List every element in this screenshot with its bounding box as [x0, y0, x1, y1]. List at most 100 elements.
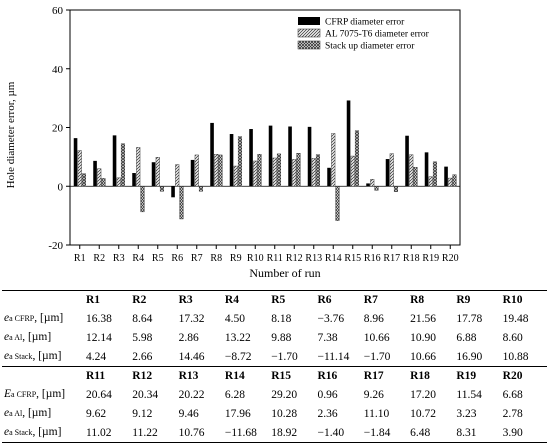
x-axis-label: Number of run	[249, 266, 320, 280]
table-header-cell: R17	[361, 366, 409, 385]
bar-r7-series-2	[194, 154, 199, 187]
table-header-cell: R13	[176, 366, 223, 385]
bar-r2-series-2	[97, 168, 102, 187]
bar-r17-series-1	[385, 159, 390, 187]
table-header-cell: R7	[361, 290, 409, 309]
row-label: ea CFRP, [µm]	[4, 312, 64, 324]
table-cell: 20.64	[86, 388, 112, 401]
table-corner	[2, 290, 84, 309]
table-cell: 10.90	[410, 331, 436, 344]
row-label: ea Stack, [µm]	[4, 350, 62, 362]
bar-r10-series-2	[253, 160, 258, 187]
table-cell: 18.92	[269, 423, 316, 443]
y-tick-label: -20	[48, 240, 63, 252]
table-cell: −1.70	[363, 350, 391, 363]
bar-r15-series-2	[350, 155, 355, 187]
bar-r11-series-2	[272, 157, 277, 187]
table-cell: 17.78	[456, 312, 483, 325]
table-cell: −1.70	[271, 350, 298, 363]
bar-r8-series-2	[214, 154, 219, 187]
table-header-cell: R2	[130, 290, 177, 309]
legend-label-3: Stack up diameter error	[325, 42, 415, 52]
bars-group	[73, 100, 457, 221]
x-tick-label: R18	[403, 253, 420, 264]
table-cell: 9.46	[178, 407, 199, 420]
bar-r17-series-3	[393, 186, 398, 192]
bar-r6-series-2	[175, 164, 180, 187]
legend-swatch-3	[297, 40, 321, 50]
table-cell: 13.22	[224, 331, 251, 344]
bar-r12-series-3	[296, 153, 301, 187]
table-cell: 8.60	[502, 331, 523, 344]
table-cell: 7.38	[317, 331, 338, 344]
table-cell: 17.32	[178, 312, 205, 325]
table-cell: −11.14	[317, 350, 350, 363]
table-cell: −11.68	[222, 423, 270, 443]
table-row: ea Stack, [µm] 4.24 2.66 14.46 −8.72 −1.70 −11…	[2, 347, 547, 367]
bar-r14-series-2	[331, 133, 336, 187]
x-tick-label: R8	[210, 253, 222, 264]
bar-r18-series-1	[405, 135, 409, 187]
table-header-cell: R4	[222, 290, 270, 309]
bar-r5-series-3	[159, 186, 164, 192]
table-cell: 8.18	[271, 312, 292, 325]
table-row: Ea CFRP, [µm] 20.64 20.34 20.22 6.28 29.20 0.9…	[2, 385, 547, 404]
legend-label-1: CFRP diameter error	[325, 18, 405, 28]
table-cell: 4.24	[86, 350, 107, 363]
bar-r14-series-3	[335, 186, 340, 221]
table-cell: 12.14	[86, 331, 112, 344]
table-cell: 9.26	[363, 388, 384, 401]
table-cell: 11.22	[130, 423, 177, 443]
x-tick-label: R2	[93, 253, 105, 264]
x-axis: R1 R2 R3 R4 R5 R6 R7 R8 R9 R10 R11 R12 R13 R14 R15 R16 R…	[74, 245, 459, 264]
bar-r9-series-3	[237, 136, 242, 187]
y-tick-label: 20	[52, 123, 64, 135]
table-header-cell: R18	[408, 366, 455, 385]
x-tick-label: R14	[325, 253, 342, 264]
table-cell: 9.12	[132, 407, 153, 420]
x-tick-label: R20	[442, 253, 459, 264]
row-label: ea Stack, [µm]	[2, 423, 84, 443]
bar-r19-series-3	[432, 161, 437, 187]
table-cell: 14.46	[178, 350, 205, 363]
bar-r9-series-2	[233, 165, 238, 187]
bar-r19-series-2	[428, 176, 433, 187]
table-cell: 11.54	[456, 388, 482, 401]
table-cell: 10.88	[502, 350, 529, 363]
bar-r7-series-1	[190, 159, 195, 187]
bar-r6-series-3	[179, 186, 184, 220]
table-cell: 2.36	[317, 407, 338, 420]
table-cell: 4.50	[224, 312, 246, 325]
legend-label-2: AL 7075-T6 diameter error	[325, 30, 430, 40]
table-cell: 16.38	[86, 312, 112, 325]
table-cell: 16.90	[456, 350, 483, 363]
table-header-cell: R15	[269, 366, 316, 385]
table-cell: 20.22	[178, 388, 205, 401]
bar-r13-series-2	[311, 158, 316, 187]
row-label: Ea CFRP, [µm]	[4, 388, 66, 400]
table-cell: 2.78	[502, 407, 523, 420]
table-row: ea Al, [µm] 12.14 5.98 2.86 13.22 9.88 7.38 10.…	[2, 328, 547, 347]
bar-r20-series-2	[448, 177, 453, 187]
x-tick-label: R16	[364, 253, 381, 264]
bar-r8-series-3	[218, 154, 223, 187]
x-tick-label: R1	[74, 253, 86, 264]
table-header-cell: R1	[84, 290, 131, 309]
legend: CFRP diameter error AL 7075-T6 diameter e…	[297, 17, 430, 52]
x-tick-label: R5	[152, 253, 164, 264]
x-tick-label: R10	[247, 253, 264, 264]
x-tick-label: R17	[383, 253, 400, 264]
table-cell: 6.88	[456, 331, 477, 344]
table-cell: 10.76	[176, 423, 223, 443]
bar-r18-series-3	[413, 167, 418, 187]
table-header-row: R1 R2 R3 R4 R5 R6 R7 R8 R9 R10	[2, 290, 547, 309]
bar-r20-series-3	[452, 174, 457, 187]
table-cell: −3.76	[317, 312, 345, 325]
bar-r9-series-1	[229, 134, 234, 187]
bar-r19-series-1	[424, 152, 429, 187]
bar-r12-series-1	[288, 126, 292, 187]
bar-r1-series-2	[77, 150, 82, 187]
table-cell: 6.48	[408, 423, 455, 443]
table-cell: 8.96	[363, 312, 384, 325]
bar-r3-series-3	[120, 143, 125, 187]
